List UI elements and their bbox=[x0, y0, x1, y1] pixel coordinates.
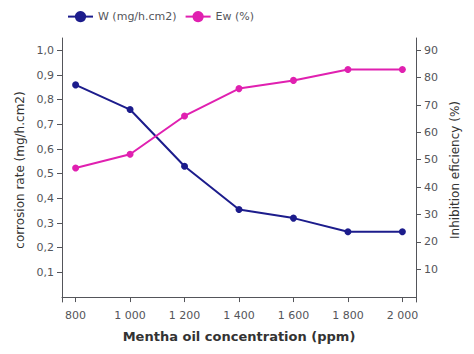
svg-text:corrosion rate (mg/h.cm2): corrosion rate (mg/h.cm2) bbox=[13, 91, 27, 248]
svg-text:30: 30 bbox=[424, 208, 438, 221]
svg-text:1,0: 1,0 bbox=[37, 44, 55, 57]
svg-text:Inhibition eficiency (%): Inhibition eficiency (%) bbox=[448, 101, 462, 239]
svg-text:20: 20 bbox=[424, 235, 438, 248]
svg-text:1 400: 1 400 bbox=[223, 309, 255, 322]
svg-text:800: 800 bbox=[65, 309, 86, 322]
svg-text:0,3: 0,3 bbox=[37, 217, 55, 230]
svg-text:1 000: 1 000 bbox=[114, 309, 146, 322]
svg-text:W (mg/h.cm2): W (mg/h.cm2) bbox=[98, 10, 177, 23]
svg-text:1 800: 1 800 bbox=[332, 309, 364, 322]
svg-text:0,7: 0,7 bbox=[37, 118, 55, 131]
svg-text:90: 90 bbox=[424, 44, 438, 57]
svg-text:0,5: 0,5 bbox=[37, 167, 55, 180]
svg-text:10: 10 bbox=[424, 263, 438, 276]
svg-text:2 000: 2 000 bbox=[387, 309, 419, 322]
svg-text:0,6: 0,6 bbox=[37, 143, 55, 156]
svg-text:0,1: 0,1 bbox=[37, 266, 55, 279]
svg-text:40: 40 bbox=[424, 181, 438, 194]
svg-text:Mentha oil concentration (ppm): Mentha oil concentration (ppm) bbox=[123, 329, 356, 344]
svg-text:0,9: 0,9 bbox=[37, 69, 55, 82]
svg-text:1 200: 1 200 bbox=[169, 309, 201, 322]
svg-text:70: 70 bbox=[424, 99, 438, 112]
svg-text:0,2: 0,2 bbox=[37, 241, 55, 254]
svg-text:Ew (%): Ew (%) bbox=[216, 10, 254, 23]
svg-text:80: 80 bbox=[424, 71, 438, 84]
svg-text:1 600: 1 600 bbox=[278, 309, 310, 322]
svg-text:50: 50 bbox=[424, 153, 438, 166]
svg-text:0,4: 0,4 bbox=[37, 192, 55, 205]
svg-text:60: 60 bbox=[424, 126, 438, 139]
svg-text:0,8: 0,8 bbox=[37, 93, 55, 106]
